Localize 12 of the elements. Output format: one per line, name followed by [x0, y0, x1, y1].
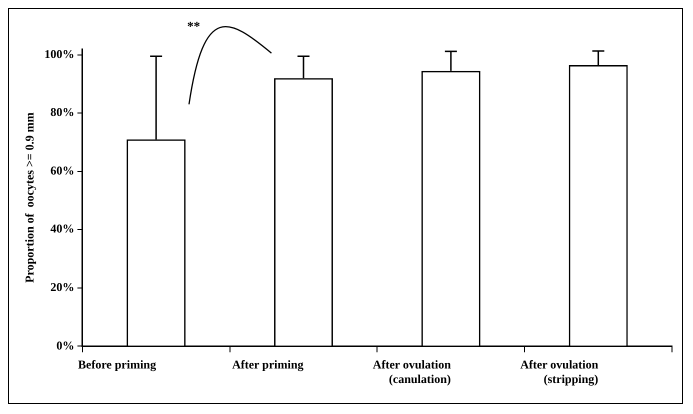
y-tick-label: 80% [50, 105, 74, 120]
y-tick-label: 0% [56, 338, 74, 352]
y-axis-title: Proportion of oocytes >= 0.9 mm [22, 112, 36, 283]
y-tick-label: 40% [50, 222, 74, 236]
text: ** [187, 18, 200, 34]
x-tick-label: After ovulation (stripping) [520, 357, 599, 386]
x-tick-label: Before priming [78, 357, 156, 372]
x-tick-label: After priming [232, 357, 304, 372]
y-tick-label: 100% [44, 46, 74, 61]
x-tick-label: After ovulation (canulation) [372, 357, 452, 386]
y-tick-label: 20% [50, 280, 74, 294]
y-tick-label: 60% [50, 163, 74, 178]
